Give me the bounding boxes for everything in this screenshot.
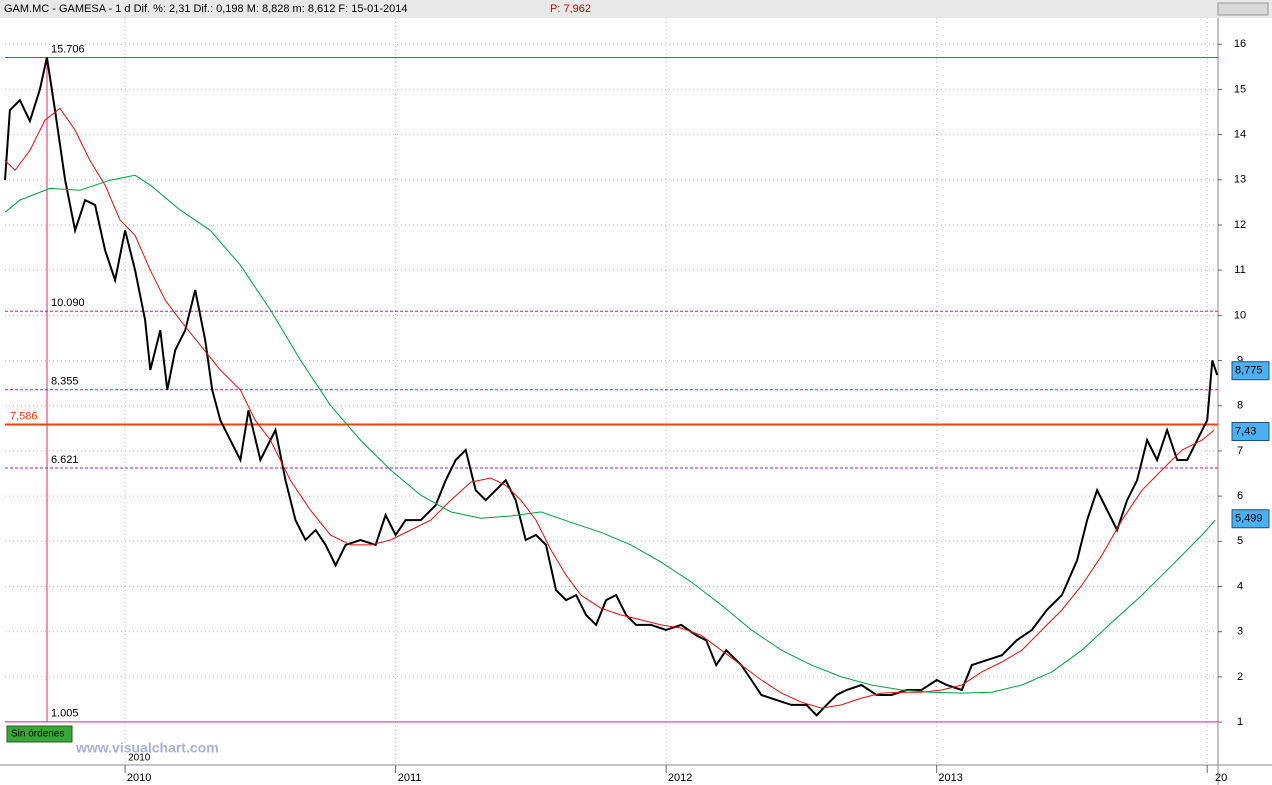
price-marker-box — [1231, 421, 1270, 441]
x-tick-label: 20 — [1215, 772, 1227, 784]
header-text: GAM.MC - GAMESA - 1 d Dif. %: 2,31 Dif.:… — [4, 3, 408, 15]
y-tick-label: 8 — [1237, 400, 1243, 412]
level-label: 6.621 — [51, 454, 79, 466]
price-line — [4, 174, 1216, 694]
level-label: 1.005 — [51, 708, 79, 720]
y-tick-label: 7 — [1237, 445, 1243, 457]
level-label: 10.090 — [51, 297, 85, 309]
watermark: www.visualchart.com — [75, 740, 219, 756]
y-tick-label: 3 — [1237, 626, 1243, 638]
status-box — [6, 725, 73, 743]
level-label: 8.355 — [51, 376, 79, 388]
price-marker-box — [1231, 361, 1270, 381]
y-tick-label: 4 — [1237, 580, 1243, 592]
level-label: 15.706 — [51, 43, 85, 55]
x-tick-label: 2011 — [398, 772, 422, 784]
y-tick-label: 15 — [1234, 83, 1246, 95]
price-marker-label: 5,499 — [1235, 513, 1263, 525]
price-marker-label: 8,775 — [1235, 365, 1263, 377]
y-tick-label: 10 — [1234, 309, 1246, 321]
level-label: 7,586 — [10, 410, 38, 422]
y-tick-label: 13 — [1234, 174, 1246, 186]
y-tick-label: 14 — [1234, 128, 1246, 140]
header-bar — [0, 0, 1272, 18]
y-tick-label: 6 — [1237, 490, 1243, 502]
y-tick-label: 11 — [1234, 264, 1245, 276]
x-tick-label: 2012 — [668, 772, 692, 784]
price-marker-label: 7,43 — [1235, 425, 1256, 437]
y-tick-label: 16 — [1234, 38, 1246, 50]
window-buttons[interactable] — [1217, 2, 1269, 16]
status-text: Sin órdenes — [11, 729, 64, 740]
y-tick-label: 2 — [1237, 671, 1243, 683]
price-marker-box — [1231, 509, 1270, 529]
y-tick-label: 12 — [1234, 219, 1246, 231]
y-tick-label: 1 — [1237, 716, 1243, 728]
y-tick-label: 5 — [1237, 535, 1243, 547]
x-tick-label: 2010 — [127, 772, 151, 784]
x-start-label: 2010 — [128, 753, 151, 764]
header-price: P: 7,962 — [550, 3, 591, 15]
price-line — [4, 107, 1215, 709]
y-tick-label: 9 — [1237, 354, 1243, 366]
x-tick-label: 2013 — [938, 772, 962, 784]
price-line — [4, 57, 1219, 717]
